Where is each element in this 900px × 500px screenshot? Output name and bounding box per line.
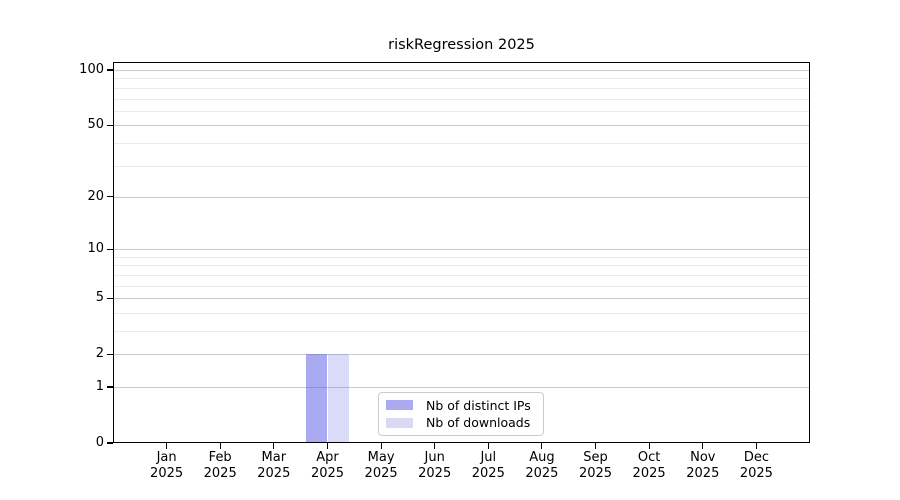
x-tick-label: Apr 2025	[301, 450, 355, 481]
legend-item-downloads: Nb of downloads	[386, 415, 539, 430]
gridline-major	[113, 249, 810, 251]
x-tick-month: Jul	[480, 450, 497, 465]
x-tick-label: Nov 2025	[676, 450, 730, 481]
x-tick-mark	[702, 443, 704, 449]
x-tick-mark	[434, 443, 436, 449]
x-tick-month: Aug	[529, 450, 555, 465]
y-tick-mark	[107, 69, 113, 71]
x-tick-month: Sep	[583, 450, 608, 465]
y-tick-mark	[107, 353, 113, 355]
y-tick-mark	[107, 297, 113, 299]
legend-swatch-downloads	[386, 417, 413, 428]
x-tick-mark	[219, 443, 221, 449]
x-tick-month: Apr	[316, 450, 339, 465]
x-tick-month: Nov	[690, 450, 716, 465]
bar-downloads	[327, 354, 349, 443]
bar-distinct-ips	[306, 354, 328, 443]
x-tick-month: Mar	[261, 450, 287, 465]
y-tick-mark	[107, 196, 113, 198]
gridline-minor	[113, 78, 810, 80]
x-tick-month: Jan	[156, 450, 177, 465]
x-tick-mark	[541, 443, 543, 449]
gridline-major	[113, 196, 810, 198]
x-tick-label: Dec 2025	[730, 450, 784, 481]
x-tick-mark	[755, 443, 757, 449]
x-tick-label: Jun 2025	[408, 450, 462, 481]
x-tick-month: May	[367, 450, 395, 465]
x-tick-year: 2025	[257, 465, 291, 481]
gridline-minor	[113, 98, 810, 100]
gridline-minor	[113, 331, 810, 332]
x-tick-mark	[380, 443, 382, 449]
x-tick-mark	[594, 443, 597, 449]
x-tick-year: 2025	[686, 465, 720, 481]
gridline-major	[113, 70, 810, 71]
x-tick-month: Feb	[208, 450, 232, 465]
gridline-minor	[113, 87, 810, 89]
y-tick-mark	[107, 124, 113, 126]
gridline-minor	[113, 165, 810, 167]
y-tick-label: 100	[79, 62, 104, 77]
y-tick-label: 50	[87, 117, 104, 133]
y-tick-label: 10	[87, 241, 104, 257]
legend: Nb of distinct IPs Nb of downloads	[378, 392, 544, 436]
x-tick-label: Aug 2025	[515, 450, 569, 481]
x-tick-label: Jul 2025	[462, 450, 516, 481]
x-tick-year: 2025	[203, 465, 237, 481]
y-tick-label: 2	[95, 346, 104, 362]
x-tick-year: 2025	[310, 465, 345, 481]
gridline-minor	[113, 265, 810, 267]
y-tick-label: 0	[95, 435, 104, 450]
x-tick-month: Dec	[743, 450, 769, 465]
legend-label-distinct-ips: Nb of distinct IPs	[426, 397, 531, 413]
x-tick-label: Sep 2025	[569, 450, 623, 481]
plot-frame	[113, 62, 810, 443]
chart-title: riskRegression 2025	[388, 37, 535, 53]
gridline-minor	[113, 285, 810, 287]
legend-swatch-distinct-ips	[386, 400, 413, 411]
x-tick-mark	[326, 443, 329, 449]
gridline-minor	[113, 142, 810, 144]
y-tick-label: 1	[95, 379, 104, 394]
x-tick-label: Mar 2025	[247, 450, 301, 481]
x-tick-label: Oct 2025	[622, 450, 676, 481]
x-tick-label: Jan 2025	[140, 450, 194, 481]
gridline-major	[113, 298, 810, 300]
y-tick-mark	[107, 386, 113, 388]
gridline-major	[113, 125, 810, 127]
legend-item-distinct-ips: Nb of distinct IPs	[386, 398, 539, 413]
x-tick-mark	[487, 443, 489, 449]
x-tick-year: 2025	[632, 465, 666, 481]
x-tick-mark	[273, 443, 275, 449]
x-tick-label: May 2025	[354, 450, 408, 481]
plot-area: 0 1 2 5 10 20 50 100 Jan 2025 Feb 2025 Mar 2025 Apr 202…	[79, 62, 810, 481]
gridline-minor	[113, 110, 810, 112]
gridline-minor	[113, 312, 810, 314]
gridline-minor	[113, 274, 810, 276]
x-tick-month: Oct	[637, 450, 661, 465]
x-tick-year: 2025	[471, 465, 505, 481]
x-tick-year: 2025	[739, 465, 773, 481]
x-tick-month: Jun	[424, 450, 445, 465]
y-tick-label: 20	[87, 188, 104, 204]
x-tick-mark	[166, 443, 168, 449]
gridline-major	[113, 387, 810, 388]
gridline-major	[113, 354, 810, 356]
x-tick-mark	[648, 443, 650, 449]
y-tick-mark	[107, 442, 113, 444]
x-tick-year: 2025	[150, 465, 184, 481]
y-tick-label: 5	[95, 290, 104, 306]
x-tick-label: Feb 2025	[193, 450, 247, 481]
x-tick-year: 2025	[578, 465, 613, 481]
x-tick-year: 2025	[364, 465, 398, 481]
x-tick-year: 2025	[418, 465, 452, 481]
legend-label-downloads: Nb of downloads	[426, 415, 531, 431]
gridline-minor	[113, 256, 810, 258]
y-tick-mark	[107, 248, 113, 250]
x-tick-year: 2025	[525, 465, 559, 481]
